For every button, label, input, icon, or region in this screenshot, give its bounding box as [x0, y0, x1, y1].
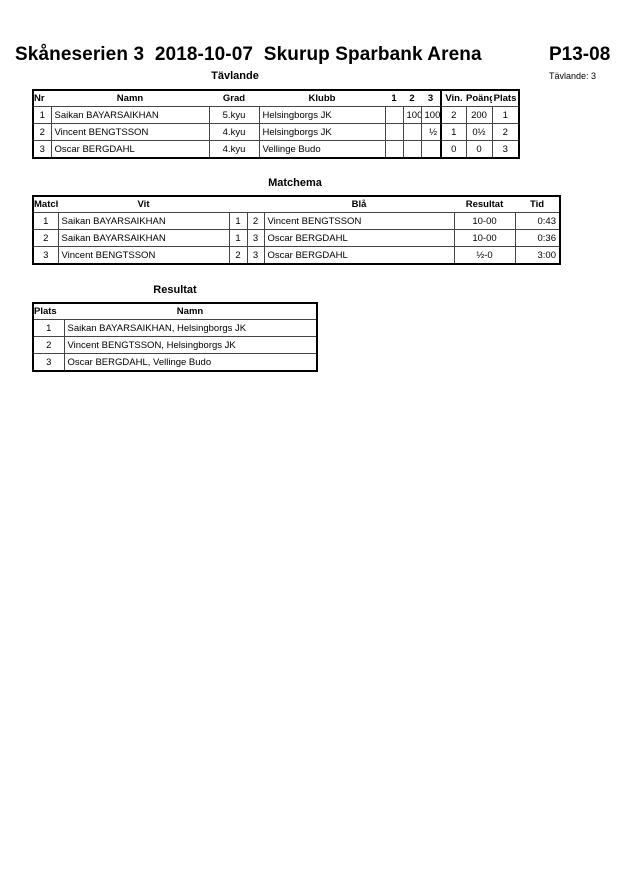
matches-heading: Matchema: [268, 177, 322, 189]
competitors-heading: Tävlande: [211, 70, 259, 82]
table-cell: 1: [491, 106, 520, 124]
table-cell: [402, 140, 422, 159]
column-header: Plats: [34, 306, 57, 317]
header-row: Match Vit Blå Resultat Tid: [33, 196, 560, 213]
table-cell: Vincent BENGTSSON: [263, 212, 455, 230]
table-cell: 3: [246, 229, 265, 247]
table-row: 1 Saikan BAYARSAIKHAN, Helsingborgs JK: [32, 319, 318, 337]
table-cell: 2: [228, 246, 248, 265]
table-cell: 2: [32, 336, 65, 354]
header-row: Nr Namn Grad Klubb 1 2 3 Vin.PoängPlats: [33, 90, 519, 107]
column-header: Grad: [222, 93, 246, 104]
table-cell: Helsingborgs JK: [258, 123, 386, 141]
table-cell: 3: [246, 246, 265, 265]
table-cell: Vincent BENGTSSON: [50, 123, 210, 141]
table-cell: [384, 123, 404, 141]
table-cell: [402, 123, 422, 141]
column-header: Namn: [176, 306, 204, 317]
column-header: Plats: [493, 93, 517, 104]
results-heading: Resultat: [153, 284, 197, 296]
column-header: Resultat: [465, 199, 504, 210]
table-cell: [384, 140, 404, 159]
table-cell: 0: [465, 140, 493, 159]
header-row: Plats Namn: [33, 303, 317, 320]
table-cell: Oscar BERGDAHL: [50, 140, 210, 159]
table-cell: 0: [440, 140, 467, 159]
table-cell: Oscar BERGDAHL: [263, 246, 455, 265]
table-cell: 1: [32, 212, 59, 230]
table-cell: Helsingborgs JK: [258, 106, 386, 124]
results-table: Plats Namn 1 Saikan BAYARSAIKHAN, Helsingbo…: [32, 302, 318, 372]
column-header: [247, 196, 264, 213]
table-cell: Saikan BAYARSAIKHAN: [57, 212, 230, 230]
competitors-table: NrNamnGradKlubb123Vin.PoängPlats1Saikan …: [32, 89, 520, 159]
table-row: 1 Saikan BAYARSAIKHAN 5.kyu Helsingborgs JK…: [32, 106, 520, 124]
table-cell: [384, 106, 404, 124]
table-cell: 2: [491, 123, 520, 141]
table-row: 2 Vincent BENGTSSON 4.kyu Helsingborgs JK ½ 1…: [32, 123, 520, 141]
column-header: Namn: [116, 93, 144, 104]
table-cell: Vincent BENGTSSON, Helsingborgs JK: [63, 336, 318, 354]
table-cell: 3: [32, 140, 52, 159]
table-cell: 10-00: [453, 229, 516, 247]
table-cell: 200: [465, 106, 493, 124]
table-cell: 0½: [465, 123, 493, 141]
table-cell: 5.kyu: [208, 106, 260, 124]
column-header: Vin.: [440, 90, 466, 107]
table-cell: 100: [420, 106, 442, 124]
table-cell: 3:00: [514, 246, 561, 265]
table-cell: 10-00: [453, 212, 516, 230]
column-header: Vit: [137, 199, 150, 210]
table-cell: 3: [491, 140, 520, 159]
table-cell: 4.kyu: [208, 123, 260, 141]
column-header: Blå: [351, 199, 367, 210]
table-cell: 2: [440, 106, 467, 124]
table-cell: 1: [228, 212, 248, 230]
table-row: 3 Oscar BERGDAHL, Vellinge Budo: [32, 353, 318, 372]
table-cell: ½-0: [453, 246, 516, 265]
table-row: 2 Saikan BAYARSAIKHAN 1 3 Oscar BERGDAHL 10-0…: [32, 229, 561, 247]
table-row: 3 Vincent BENGTSSON 2 3 Oscar BERGDAHL ½-0 3:0…: [32, 246, 561, 265]
table-row: 3 Oscar BERGDAHL 4.kyu Vellinge Budo 0 0 3: [32, 140, 520, 159]
column-header: Klubb: [308, 93, 336, 104]
competitors-count: Tävlande: 3: [549, 71, 597, 81]
table-cell: Vincent BENGTSSON: [57, 246, 230, 265]
column-header: 3: [427, 93, 434, 104]
table-cell: ½: [420, 123, 442, 141]
table-cell: Saikan BAYARSAIKHAN, Helsingborgs JK: [63, 319, 318, 337]
column-header: 2: [409, 93, 415, 104]
table-cell: 4.kyu: [208, 140, 260, 159]
table-row: 1 Saikan BAYARSAIKHAN 1 2 Vincent BENGTSSON 1…: [32, 212, 561, 230]
column-header: Poäng: [466, 93, 492, 104]
column-header: Tid: [529, 199, 545, 210]
table-cell: 100: [402, 106, 422, 124]
column-header: [229, 196, 247, 213]
table-cell: Vellinge Budo: [258, 140, 386, 159]
table-cell: [420, 140, 442, 159]
table-cell: 2: [32, 123, 52, 141]
table-cell: 0:43: [514, 212, 561, 230]
column-header: Nr: [34, 93, 45, 104]
category-code: P13-08: [549, 44, 611, 65]
table-cell: 1: [440, 123, 467, 141]
column-header: 1: [391, 93, 397, 104]
table-cell: 2: [32, 229, 59, 247]
table-cell: 3: [32, 353, 65, 372]
table-row: 2 Vincent BENGTSSON, Helsingborgs JK: [32, 336, 318, 354]
page-title: Skåneserien 3 2018-10-07 Skurup Sparbank…: [15, 44, 482, 65]
table-cell: Saikan BAYARSAIKHAN: [57, 229, 230, 247]
table-cell: 1: [228, 229, 248, 247]
column-header: Match: [34, 199, 58, 210]
table-cell: Oscar BERGDAHL: [263, 229, 455, 247]
table-cell: Saikan BAYARSAIKHAN: [50, 106, 210, 124]
table-cell: 1: [32, 106, 52, 124]
table-cell: Oscar BERGDAHL, Vellinge Budo: [63, 353, 318, 372]
table-cell: 1: [32, 319, 65, 337]
table-cell: 0:36: [514, 229, 561, 247]
table-cell: 3: [32, 246, 59, 265]
table-cell: 2: [246, 212, 265, 230]
